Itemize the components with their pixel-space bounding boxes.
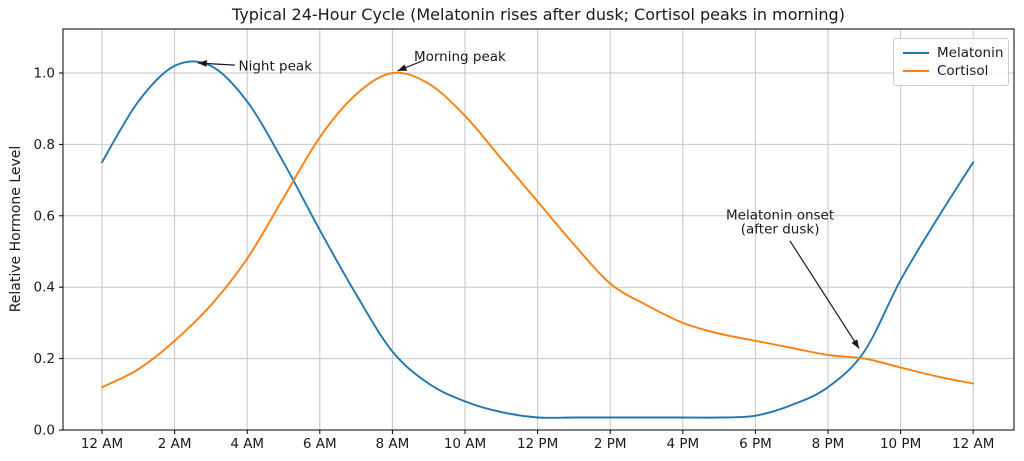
x-tick-label: 10 AM	[444, 436, 486, 452]
x-tick-label: 4 PM	[666, 436, 699, 452]
annotation-text: Night peak	[239, 58, 313, 74]
x-tick-label: 12 AM	[81, 436, 123, 452]
x-tick-label: 4 AM	[230, 436, 264, 452]
legend-item-cortisol: Cortisol	[903, 62, 1000, 80]
y-tick-label: 0.2	[34, 351, 55, 367]
x-axis-ticks: 12 AM 2 AM 4 AM 6 AM 8 AM 10 AM 12 PM 2 PM 4 PM 6…	[81, 430, 994, 452]
x-tick-label: 2 PM	[594, 436, 627, 452]
y-axis-label: Relative Hormone Level	[8, 145, 24, 313]
annotations: Night peak Morning peak Melatonin onset(af…	[197, 49, 860, 349]
annotation-text: Morning peak	[414, 49, 506, 65]
melatonin-line-sample-icon	[903, 52, 929, 54]
x-tick-label: 8 PM	[812, 436, 845, 452]
cortisol-line-sample-icon	[903, 70, 929, 72]
y-tick-label: 0.0	[34, 423, 55, 439]
annotation-arrow	[197, 60, 235, 67]
cortisol-curve	[101, 71, 975, 389]
x-tick-label: 12 PM	[517, 436, 558, 452]
x-tick-label: 6 AM	[303, 436, 337, 452]
annotation-text: Melatonin onset	[726, 208, 834, 224]
y-tick-label: 0.6	[34, 208, 55, 224]
data-curves	[101, 60, 975, 419]
chart-title: Typical 24-Hour Cycle (Melatonin rises a…	[232, 5, 845, 24]
axes-frame	[62, 28, 1015, 431]
y-tick-label: 0.8	[34, 137, 55, 153]
y-tick-label: 0.4	[34, 280, 55, 296]
grid-lines	[63, 29, 1014, 431]
y-tick-label: 1.0	[34, 66, 55, 82]
x-tick-label: 8 AM	[376, 436, 410, 452]
x-tick-label: 6 PM	[739, 436, 772, 452]
x-tick-label: 2 AM	[158, 436, 192, 452]
annotation-arrow	[397, 59, 424, 72]
annotation-arrow	[789, 240, 860, 349]
annotation-text: (after dusk)	[741, 222, 820, 238]
legend-label-cortisol: Cortisol	[937, 63, 989, 79]
legend: Melatonin Cortisol	[893, 38, 1009, 86]
x-tick-label: 10 PM	[880, 436, 921, 452]
y-axis-ticks: 0.0 0.2 0.4 0.6 0.8 1.0	[34, 66, 63, 439]
melatonin-curve	[101, 60, 975, 419]
legend-label-melatonin: Melatonin	[937, 45, 1004, 61]
x-tick-label: 12 AM	[952, 436, 994, 452]
legend-item-melatonin: Melatonin	[903, 44, 1004, 62]
